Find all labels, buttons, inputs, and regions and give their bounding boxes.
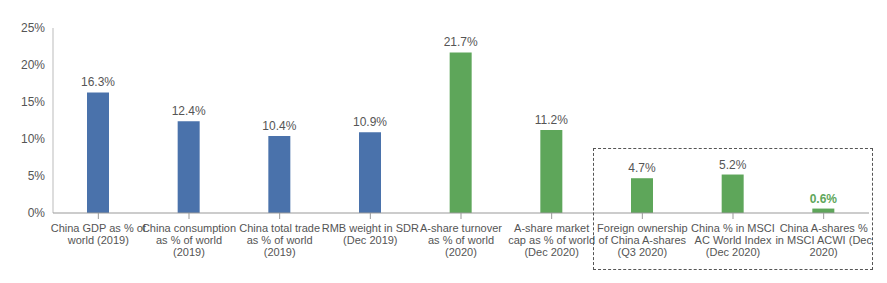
svg-text:0%: 0% — [28, 206, 46, 220]
svg-text:RMB weight in SDR(Dec 2019): RMB weight in SDR(Dec 2019) — [322, 222, 419, 246]
svg-text:China GDP as % ofworld (2019): China GDP as % ofworld (2019) — [51, 222, 147, 246]
svg-text:China total tradeas % of world: China total tradeas % of world(2019) — [239, 222, 320, 258]
svg-text:10.9%: 10.9% — [353, 115, 387, 129]
svg-text:25%: 25% — [21, 21, 45, 35]
svg-text:China A-shares %in MSCI ACWI (: China A-shares %in MSCI ACWI (Dec2020) — [775, 222, 872, 258]
svg-text:Foreign ownershipof China A-sh: Foreign ownershipof China A-shares(Q3 20… — [597, 222, 688, 258]
svg-text:10.4%: 10.4% — [262, 119, 296, 133]
svg-text:21.7%: 21.7% — [444, 35, 478, 49]
svg-text:15%: 15% — [21, 95, 45, 109]
svg-text:11.2%: 11.2% — [535, 113, 568, 127]
svg-text:5.2%: 5.2% — [719, 158, 747, 172]
svg-text:10%: 10% — [21, 132, 45, 146]
svg-text:China % in MSCIAC World Index(: China % in MSCIAC World Index(Dec 2020) — [691, 222, 775, 258]
svg-text:China consumptionas % of world: China consumptionas % of world(2019) — [142, 222, 236, 258]
svg-text:12.4%: 12.4% — [172, 104, 206, 118]
svg-text:0.6%: 0.6% — [810, 192, 838, 206]
svg-text:5%: 5% — [28, 169, 46, 183]
svg-text:A-share turnoveras % of world(: A-share turnoveras % of world(2020) — [420, 222, 502, 258]
svg-text:A-share marketcap as % of worl: A-share marketcap as % of world(Dec 2020… — [508, 222, 595, 258]
svg-text:4.7%: 4.7% — [628, 161, 656, 175]
svg-text:16.3%: 16.3% — [81, 75, 115, 89]
svg-text:20%: 20% — [21, 58, 45, 72]
